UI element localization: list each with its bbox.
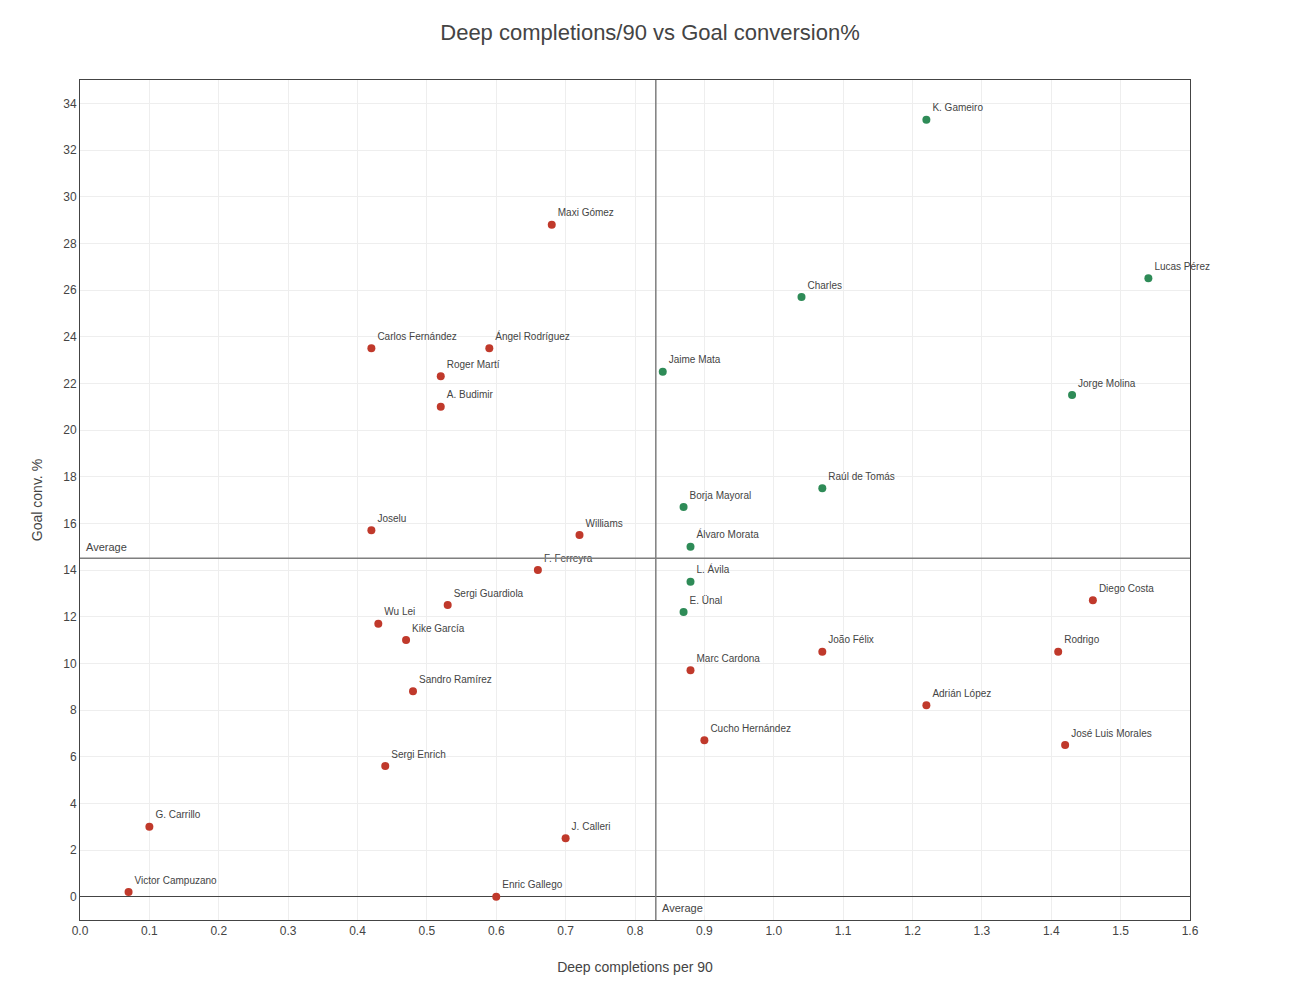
svg-text:0.0: 0.0: [72, 924, 89, 938]
svg-text:Average: Average: [86, 541, 127, 553]
svg-text:22: 22: [63, 377, 77, 391]
svg-text:Sergi Guardiola: Sergi Guardiola: [454, 588, 524, 599]
svg-text:0.5: 0.5: [419, 924, 436, 938]
svg-text:Rodrigo: Rodrigo: [1064, 634, 1099, 645]
svg-text:1.4: 1.4: [1043, 924, 1060, 938]
svg-text:0.9: 0.9: [696, 924, 713, 938]
svg-text:0.8: 0.8: [627, 924, 644, 938]
svg-text:Joselu: Joselu: [377, 513, 406, 524]
svg-text:Ángel Rodríguez: Ángel Rodríguez: [495, 330, 570, 342]
svg-text:20: 20: [63, 423, 77, 437]
svg-text:J. Calleri: J. Calleri: [572, 821, 611, 832]
svg-text:Enric Gallego: Enric Gallego: [502, 879, 562, 890]
svg-text:Victor Campuzano: Victor Campuzano: [135, 875, 218, 886]
svg-text:Carlos Fernández: Carlos Fernández: [377, 331, 456, 342]
svg-text:16: 16: [63, 517, 77, 531]
svg-text:Lucas Pérez: Lucas Pérez: [1154, 261, 1210, 272]
svg-text:Adrián López: Adrián López: [932, 688, 991, 699]
svg-text:Wu Lei: Wu Lei: [384, 606, 415, 617]
svg-text:Diego Costa: Diego Costa: [1099, 583, 1154, 594]
svg-text:Deep completions/90 vs Goal co: Deep completions/90 vs Goal conversion%: [440, 20, 859, 45]
svg-text:28: 28: [63, 237, 77, 251]
svg-text:4: 4: [70, 797, 77, 811]
svg-text:0: 0: [70, 890, 77, 904]
svg-text:12: 12: [63, 610, 77, 624]
svg-text:1.0: 1.0: [765, 924, 782, 938]
svg-text:K. Gameiro: K. Gameiro: [932, 102, 983, 113]
svg-text:Raúl de Tomás: Raúl de Tomás: [828, 471, 895, 482]
svg-text:Deep completions per 90: Deep completions per 90: [557, 959, 713, 975]
svg-text:14: 14: [63, 563, 77, 577]
svg-text:L. Ávila: L. Ávila: [697, 563, 730, 575]
svg-text:26: 26: [63, 283, 77, 297]
svg-text:Roger Martí: Roger Martí: [447, 359, 500, 370]
svg-text:0.7: 0.7: [557, 924, 574, 938]
svg-text:0.1: 0.1: [141, 924, 158, 938]
svg-text:1.6: 1.6: [1182, 924, 1199, 938]
svg-text:0.4: 0.4: [349, 924, 366, 938]
svg-text:Álvaro Morata: Álvaro Morata: [697, 528, 760, 540]
svg-text:A. Budimir: A. Budimir: [447, 389, 494, 400]
svg-text:0.3: 0.3: [280, 924, 297, 938]
svg-text:Cucho Hernández: Cucho Hernández: [710, 723, 791, 734]
svg-text:Average: Average: [662, 902, 703, 914]
svg-text:6: 6: [70, 750, 77, 764]
svg-text:0.2: 0.2: [210, 924, 227, 938]
svg-text:Marc Cardona: Marc Cardona: [697, 653, 761, 664]
svg-text:34: 34: [63, 97, 77, 111]
svg-text:Charles: Charles: [808, 280, 842, 291]
svg-text:24: 24: [63, 330, 77, 344]
svg-text:0.6: 0.6: [488, 924, 505, 938]
svg-text:José Luis Morales: José Luis Morales: [1071, 728, 1152, 739]
svg-text:Sergi Enrich: Sergi Enrich: [391, 749, 445, 760]
svg-text:Goal conv. %: Goal conv. %: [29, 459, 45, 541]
svg-text:G. Carrillo: G. Carrillo: [155, 809, 200, 820]
svg-text:32: 32: [63, 143, 77, 157]
svg-text:Maxi Gómez: Maxi Gómez: [558, 207, 614, 218]
svg-text:Jaime Mata: Jaime Mata: [669, 354, 721, 365]
svg-text:F. Ferreyra: F. Ferreyra: [544, 553, 593, 564]
svg-text:João Félix: João Félix: [828, 634, 874, 645]
svg-text:1.5: 1.5: [1112, 924, 1129, 938]
svg-text:8: 8: [70, 703, 77, 717]
svg-text:30: 30: [63, 190, 77, 204]
svg-text:1.2: 1.2: [904, 924, 921, 938]
svg-text:1.1: 1.1: [835, 924, 852, 938]
svg-text:Kike García: Kike García: [412, 623, 465, 634]
svg-text:Williams: Williams: [586, 518, 623, 529]
svg-text:Sandro Ramírez: Sandro Ramírez: [419, 674, 492, 685]
svg-text:E. Ünal: E. Ünal: [690, 595, 723, 606]
svg-text:Borja Mayoral: Borja Mayoral: [690, 490, 752, 501]
svg-text:18: 18: [63, 470, 77, 484]
svg-text:2: 2: [70, 843, 77, 857]
svg-text:1.3: 1.3: [974, 924, 991, 938]
svg-text:10: 10: [63, 657, 77, 671]
svg-text:Jorge Molina: Jorge Molina: [1078, 378, 1136, 389]
